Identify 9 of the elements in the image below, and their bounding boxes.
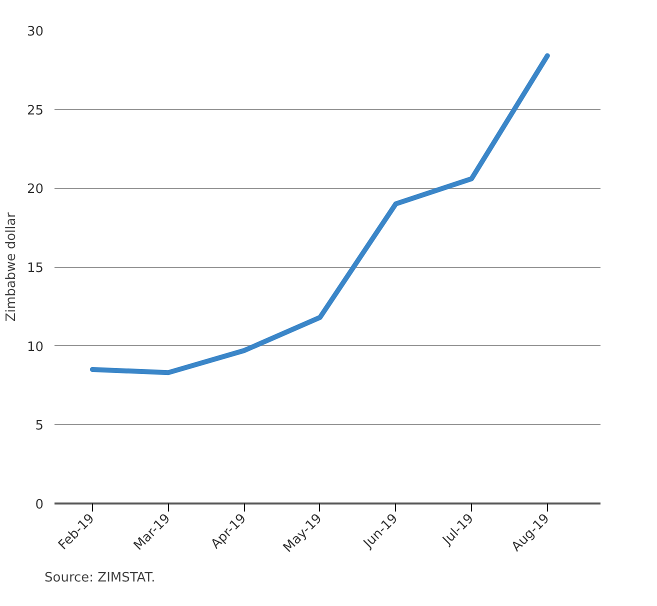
y-tick-label: 15 bbox=[26, 261, 44, 276]
y-tick-label: 25 bbox=[26, 103, 44, 118]
y-axis-title: Zimbabwe dollar bbox=[4, 212, 19, 322]
source-note: Source: ZIMSTAT. bbox=[44, 570, 156, 586]
y-tick-label: 0 bbox=[35, 498, 44, 512]
y-tick-label: 10 bbox=[26, 340, 44, 355]
y-tick-label: 20 bbox=[26, 182, 44, 198]
y-tick-label: 30 bbox=[26, 24, 44, 40]
y-tick-label: 5 bbox=[35, 418, 44, 434]
